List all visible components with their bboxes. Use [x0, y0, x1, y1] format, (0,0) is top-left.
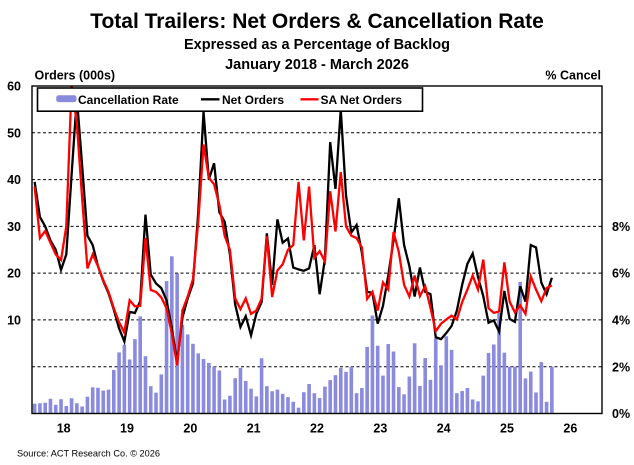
svg-text:50: 50: [7, 126, 21, 140]
svg-text:0%: 0%: [612, 407, 630, 421]
svg-text:22: 22: [310, 422, 324, 436]
svg-text:January 2018 - March 2026: January 2018 - March 2026: [225, 57, 409, 73]
svg-text:20: 20: [7, 267, 21, 281]
svg-text:SA Net Orders: SA Net Orders: [321, 93, 403, 107]
svg-text:6%: 6%: [612, 267, 630, 281]
svg-text:8%: 8%: [612, 220, 630, 234]
svg-text:60: 60: [7, 80, 21, 94]
svg-text:21: 21: [247, 422, 261, 436]
svg-text:2%: 2%: [612, 360, 630, 374]
svg-text:4%: 4%: [612, 314, 630, 328]
svg-text:40: 40: [7, 173, 21, 187]
svg-text:Orders (000s): Orders (000s): [35, 69, 116, 83]
svg-text:% Cancel: % Cancel: [545, 69, 601, 83]
svg-text:Cancellation Rate: Cancellation Rate: [78, 93, 179, 107]
svg-text:25: 25: [500, 422, 514, 436]
svg-text:30: 30: [7, 220, 21, 234]
svg-text:20: 20: [183, 422, 197, 436]
svg-text:26: 26: [563, 422, 577, 436]
svg-text:10: 10: [7, 314, 21, 328]
svg-text:24: 24: [437, 422, 451, 436]
svg-text:19: 19: [120, 422, 134, 436]
svg-text:23: 23: [373, 422, 387, 436]
svg-text:Source: ACT Research Co. © 202: Source: ACT Research Co. © 2026: [17, 449, 160, 459]
svg-text:18: 18: [57, 422, 71, 436]
svg-text:Expressed as a Percentage of B: Expressed as a Percentage of Backlog: [184, 37, 450, 53]
svg-text:Net Orders: Net Orders: [222, 93, 284, 107]
svg-text:Total Trailers: Net Orders & C: Total Trailers: Net Orders & Cancellatio…: [90, 10, 544, 33]
